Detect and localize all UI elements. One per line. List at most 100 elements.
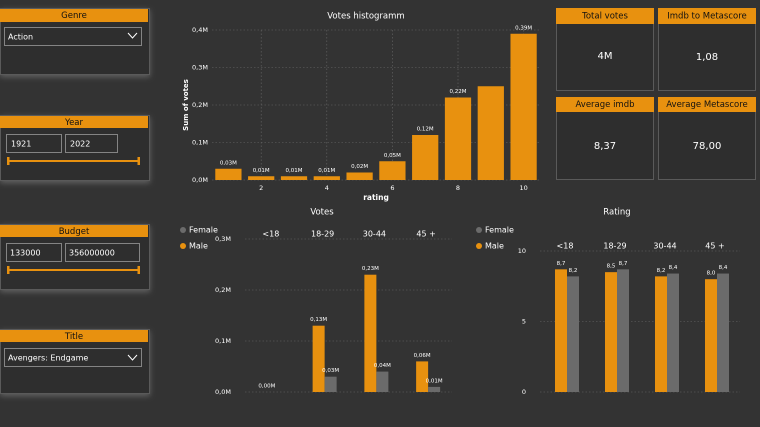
bar: [346, 172, 373, 180]
data-label: 0,06M: [414, 353, 431, 359]
data-label: 0,23M: [362, 266, 379, 272]
year-slicer: Year 1921 2022: [0, 115, 150, 181]
input-from[interactable]: [6, 243, 62, 262]
y-tick-label: 0,3M: [192, 64, 208, 72]
card-title: Average Metascore: [666, 100, 748, 110]
y-tick-label: 0,2M: [215, 286, 231, 294]
y-tick-label: 0,3M: [215, 235, 231, 243]
card: Imdb to Metascore 1,08: [658, 8, 756, 91]
bar: [324, 376, 337, 392]
slider-handle[interactable]: [7, 266, 10, 274]
data-label: 0,12M: [417, 127, 434, 133]
data-label: 0,02M: [351, 164, 368, 170]
input-from[interactable]: [6, 134, 62, 153]
x-tick-label: 10: [519, 184, 527, 192]
card-header: [658, 8, 756, 24]
data-label: 0,22M: [450, 89, 467, 95]
card-title: Imdb to Metascore: [667, 12, 746, 22]
legend-label: Female: [189, 226, 218, 235]
bar: [412, 135, 439, 180]
card: Average Metascore 78,00: [658, 97, 756, 180]
dropdown[interactable]: [4, 348, 142, 367]
slicer-header: [0, 9, 148, 22]
data-label: 0,00M: [258, 384, 275, 390]
data-label: 8,4: [719, 265, 728, 271]
slider-handle[interactable]: [137, 266, 141, 274]
data-label: 8,2: [657, 268, 666, 274]
bar: [617, 269, 629, 392]
x-tick-label: 8: [456, 184, 460, 192]
slicer-title: Year: [64, 118, 84, 128]
card-value: 4M: [598, 51, 613, 62]
slider-handle[interactable]: [137, 157, 141, 165]
bar: [248, 176, 275, 180]
data-label: 0,01M: [318, 168, 335, 174]
y-tick-label: 0,1M: [215, 337, 231, 345]
legend-marker: [476, 227, 482, 233]
bar: [705, 279, 717, 392]
bar: [376, 371, 389, 392]
slicer-title: Budget: [59, 227, 90, 237]
bar: [717, 273, 729, 392]
dropdown-value: Action: [8, 33, 33, 42]
data-label: 0,01M: [286, 168, 303, 174]
x-tick-label: <18: [557, 242, 574, 251]
chevron: [127, 354, 138, 361]
budget-slicer: Budget 133000 356000000: [0, 224, 150, 290]
slicer-title: Title: [64, 332, 83, 342]
genre-slicer: Genre Action: [0, 8, 150, 75]
x-tick-label: 2: [259, 184, 263, 192]
legend-label: Male: [485, 242, 504, 251]
bar: [280, 176, 308, 180]
x-tick-label: <18: [262, 230, 279, 239]
card-value: 8,37: [594, 141, 616, 152]
dropdown[interactable]: [4, 27, 142, 46]
card-title: Total votes: [581, 12, 628, 22]
bar: [477, 86, 504, 180]
y-tick-label: 0,2M: [192, 101, 208, 109]
input-to-value: 2022: [70, 140, 90, 149]
bar: [510, 33, 537, 180]
data-label: 8,2: [569, 268, 578, 274]
data-label: 0,13M: [310, 317, 327, 323]
chart-title: Rating: [603, 208, 630, 218]
legend-marker: [180, 243, 186, 249]
slicer-header: [0, 225, 148, 237]
input-to[interactable]: [65, 134, 118, 153]
x-tick-label: 4: [325, 184, 329, 192]
legend-marker: [476, 243, 482, 249]
data-label: 0,01M: [253, 168, 270, 174]
input-to[interactable]: [65, 243, 140, 262]
x-axis-label: rating: [363, 193, 389, 202]
chevron: [127, 32, 138, 39]
bar: [605, 272, 617, 392]
slider-handle[interactable]: [7, 157, 10, 165]
bar: [312, 325, 325, 392]
x-tick-label: 18-29: [311, 230, 334, 239]
card-title: Average imdb: [575, 100, 634, 110]
x-tick-label: 30-44: [653, 242, 676, 251]
data-label: 0,04M: [374, 363, 391, 369]
data-label: 0,01M: [426, 378, 443, 384]
x-tick-label: 18-29: [603, 242, 626, 251]
slicer-title: Genre: [61, 11, 87, 21]
dropdown-value: Avengers: Endgame: [8, 354, 88, 363]
card-header: [556, 97, 654, 112]
y-tick-label: 0,4M: [192, 26, 208, 34]
input-to-value: 356000000: [69, 249, 115, 258]
data-label: 8,5: [607, 264, 616, 270]
data-label: 0,05M: [384, 153, 401, 159]
bar: [567, 276, 579, 392]
bar: [379, 161, 406, 180]
data-label: 8,0: [707, 271, 716, 277]
card-value: 1,08: [696, 52, 718, 63]
legend-label: Male: [189, 242, 208, 251]
chart-title: Votes: [310, 208, 334, 218]
bar: [215, 168, 242, 180]
y-tick-label: 10: [518, 247, 526, 255]
x-tick-label: 45 +: [416, 230, 435, 239]
data-label: 0,03M: [322, 368, 339, 374]
card: Average imdb 8,37: [556, 97, 654, 180]
